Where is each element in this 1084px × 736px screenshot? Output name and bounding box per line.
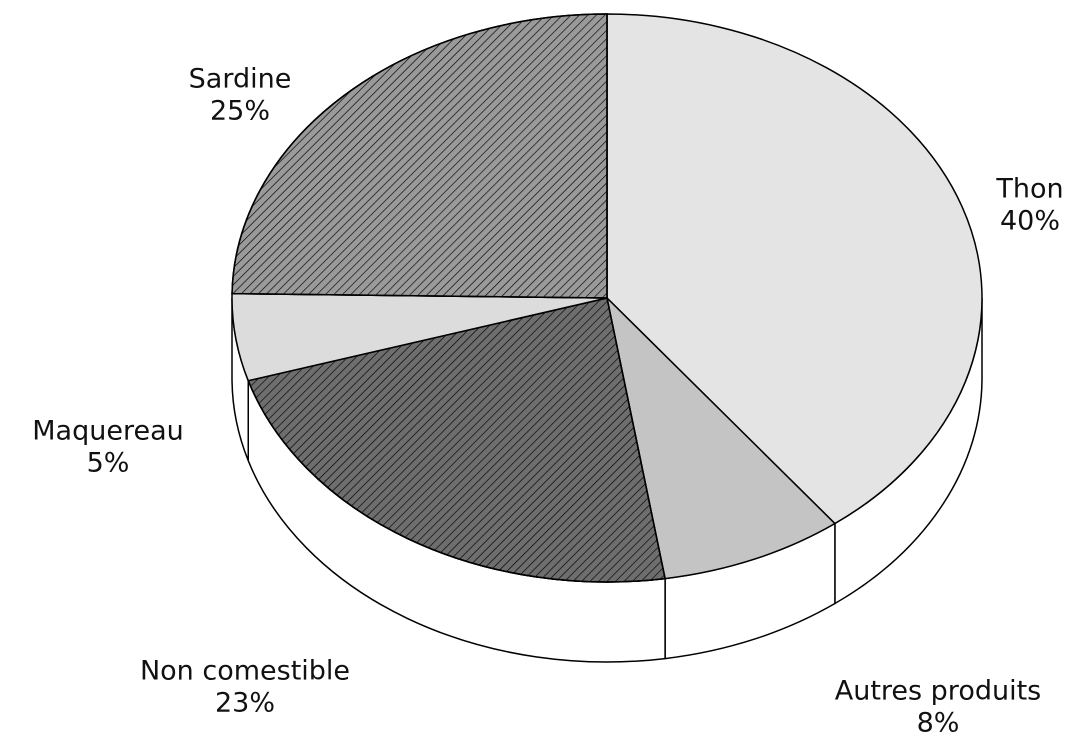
slice-label: Non comestible [140,656,350,687]
slice-hatch [231,13,608,299]
slice-label: Thon [995,174,1063,205]
slice [605,295,837,580]
slice-value-label: 8% [917,708,960,736]
pie-sides [231,297,983,663]
slice-value-label: 5% [87,448,130,479]
slice-label: Autres produits [835,676,1042,707]
slice-label: Sardine [189,64,292,95]
slice [606,13,983,525]
slice-value-label: 23% [215,688,275,719]
slice-value-label: 25% [210,96,270,127]
slice-hatch [247,297,666,583]
slice-label: Maquereau [32,416,183,447]
slice-value-label: 40% [1000,206,1060,237]
pie-tops [231,13,983,583]
